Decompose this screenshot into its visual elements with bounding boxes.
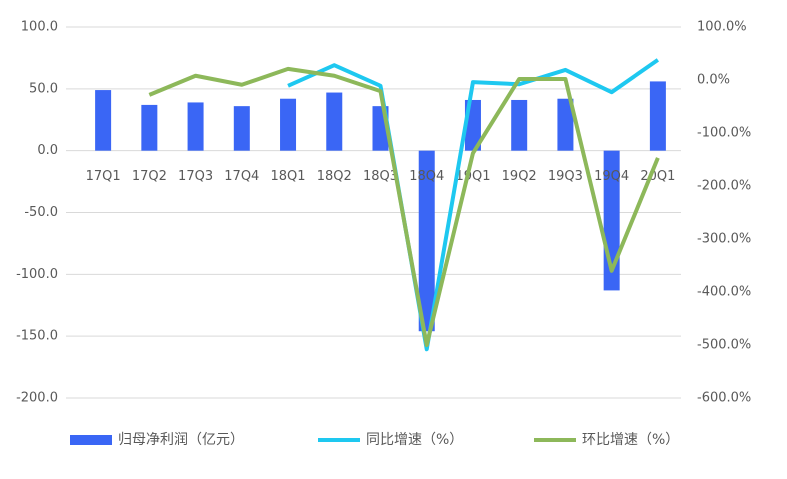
y2-tick-label: -600.0% [697, 391, 751, 406]
x-tick-label: 17Q3 [178, 169, 213, 184]
x-tick-label: 18Q4 [409, 169, 444, 184]
y-tick-label: -50.0 [24, 205, 58, 220]
legend-label: 同比增速（%） [366, 432, 463, 448]
bar [326, 92, 343, 151]
y-tick-label: 50.0 [29, 81, 58, 96]
bar [649, 81, 666, 151]
x-tick-label: 18Q2 [317, 169, 352, 184]
y2-tick-label: -500.0% [697, 338, 751, 353]
x-tick-label: 19Q3 [548, 169, 583, 184]
y2-tick-label: -400.0% [697, 285, 751, 300]
x-tick-label: 18Q1 [271, 169, 306, 184]
x-tick-label: 17Q2 [132, 169, 167, 184]
legend-label: 环比增速（%） [582, 432, 679, 448]
bar [187, 102, 204, 151]
line [148, 66, 660, 347]
x-tick-label: 17Q1 [86, 169, 121, 184]
legend-swatch [70, 435, 112, 445]
x-tick-label: 20Q1 [640, 169, 675, 184]
y2-tick-label: 100.0% [697, 20, 747, 35]
y-tick-label: 0.0 [37, 143, 58, 158]
bar [557, 98, 574, 151]
bar [418, 150, 435, 332]
y-tick-label: -150.0 [16, 329, 58, 344]
y2-tick-label: 0.0% [697, 73, 730, 88]
y2-tick-label: -300.0% [697, 232, 751, 247]
x-tick-label: 17Q4 [224, 169, 259, 184]
y-tick-label: -100.0 [16, 267, 58, 282]
bar [95, 90, 112, 151]
legend-label: 归母净利润（亿元） [118, 431, 244, 448]
y-tick-label: 100.0 [21, 20, 58, 35]
bar [233, 106, 250, 151]
y-tick-label: -200.0 [16, 391, 58, 406]
x-tick-label: 19Q4 [594, 169, 629, 184]
y2-tick-label: -100.0% [697, 126, 751, 141]
bar [141, 104, 158, 151]
x-tick-label: 18Q3 [363, 169, 398, 184]
bar [511, 99, 528, 151]
x-tick-label: 19Q1 [455, 169, 490, 184]
line [287, 58, 660, 352]
y2-tick-label: -200.0% [697, 179, 751, 194]
x-tick-label: 19Q2 [502, 169, 537, 184]
bar [280, 98, 297, 151]
